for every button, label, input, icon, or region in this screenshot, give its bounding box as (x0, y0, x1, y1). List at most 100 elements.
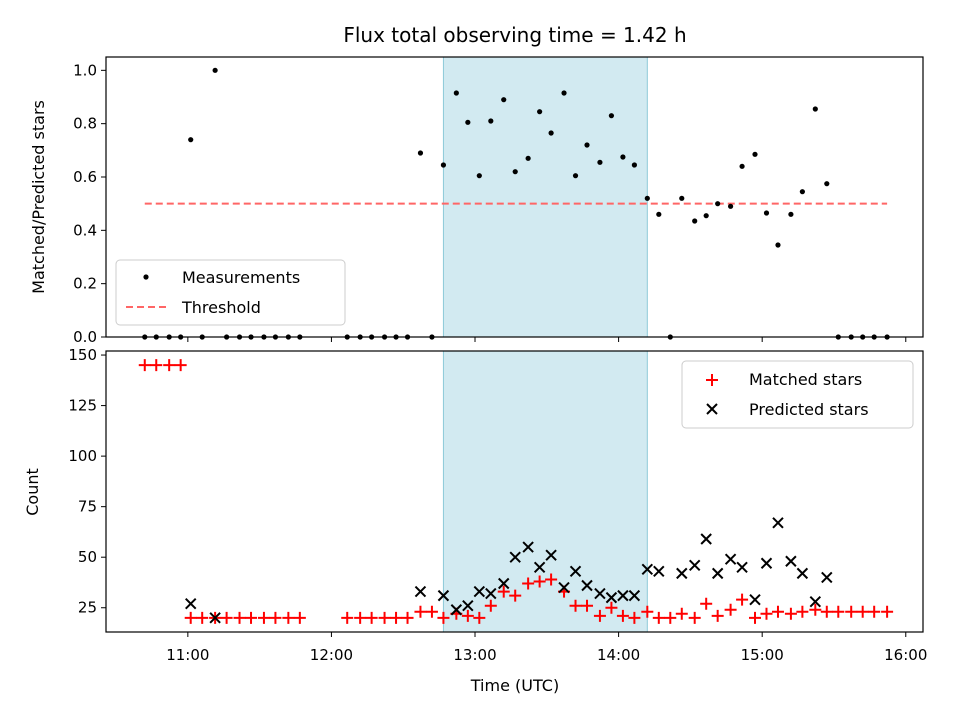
measurement-point (501, 97, 507, 103)
measurement-point (476, 173, 482, 179)
predicted-star-point (760, 557, 773, 569)
measurement-point (775, 242, 781, 248)
matched-star-point (233, 611, 246, 624)
top-y-tick-label: 0.0 (73, 328, 97, 346)
measurement-point (512, 169, 518, 175)
top-y-tick-label: 0.6 (73, 168, 97, 186)
matched-star-point (809, 603, 822, 616)
predicted-star-point (785, 555, 797, 567)
matched-star-point (593, 609, 606, 622)
x-tick-label: 15:00 (741, 646, 784, 664)
legend-matched-label: Matched stars (749, 370, 862, 389)
measurement-point (572, 173, 579, 179)
matched-star-point (269, 611, 282, 624)
predicted-star-point (209, 612, 221, 624)
matched-star-point (820, 605, 833, 618)
matched-star-point (832, 605, 845, 618)
predicted-star-point (653, 565, 665, 578)
bottom-highlight-span (442, 350, 648, 633)
matched-star-point (569, 599, 582, 612)
matched-star-point (138, 359, 151, 372)
matched-star-point (401, 611, 414, 624)
measurement-point (692, 218, 698, 224)
predicted-star-point (594, 587, 606, 600)
predicted-star-point (473, 585, 486, 598)
predicted-star-point (485, 587, 497, 600)
measurement-point (188, 137, 194, 143)
legend-measurements-label: Measurements (182, 268, 300, 287)
matched-star-point (796, 605, 809, 618)
matched-star-point (856, 605, 869, 618)
measurement-point (525, 155, 531, 161)
matched-star-point (545, 573, 558, 586)
matched-star-point (378, 611, 391, 624)
matched-stars-points (138, 359, 894, 624)
bottom-y-tick-label: 100 (68, 447, 97, 465)
top-panel: 0.0 0.2 0.4 0.6 0.8 1.0 Measurements Threshol… (73, 56, 924, 346)
measurement-point (212, 67, 218, 73)
measurement-point (679, 195, 685, 201)
predicted-star-point (462, 600, 474, 612)
predicted-star-point (796, 567, 809, 580)
predicted-star-point (628, 589, 641, 602)
measurement-point (727, 203, 734, 209)
predicted-star-point (569, 565, 582, 578)
chart-title: Flux total observing time = 1.42 h (343, 23, 686, 47)
measurement-point (752, 151, 758, 157)
measurement-point (739, 163, 745, 169)
matched-star-point (365, 611, 378, 624)
matched-star-point (282, 611, 295, 624)
matched-star-point (257, 611, 270, 624)
x-tick-label: 13:00 (453, 646, 496, 664)
matched-star-point (437, 611, 450, 624)
measurement-point (620, 154, 626, 160)
matched-star-point (675, 607, 688, 620)
top-y-tick-label: 0.8 (73, 115, 97, 133)
matched-star-point (868, 605, 881, 618)
predicted-star-point (414, 585, 427, 598)
predicted-star-point (641, 563, 654, 576)
predicted-star-point (688, 559, 701, 571)
predicted-star-point (821, 571, 833, 584)
measurement-point (788, 211, 794, 217)
measurement-point (465, 119, 471, 125)
legend-predicted-marker (706, 403, 718, 415)
matched-star-point (497, 585, 510, 598)
matched-star-point (652, 611, 665, 624)
matched-star-point (724, 603, 737, 616)
matched-star-point (484, 599, 497, 612)
legend-matched-marker (706, 374, 718, 386)
matched-star-point (700, 597, 713, 610)
predicted-star-point (676, 567, 688, 580)
measurement-point (453, 90, 459, 96)
measurement-point (548, 130, 554, 136)
predicted-star-point (437, 589, 450, 602)
measurement-point (703, 213, 709, 219)
matched-star-point (616, 609, 629, 622)
measurement-point (824, 181, 830, 187)
matched-star-point (605, 601, 618, 614)
bottom-legend: Matched stars Predicted stars (681, 360, 914, 429)
matched-star-point (163, 359, 176, 372)
x-tick-label: 11:00 (166, 646, 209, 664)
top-highlight-span (442, 56, 648, 338)
predicted-star-point (724, 553, 737, 565)
measurement-point (644, 195, 650, 201)
matched-star-point (881, 605, 894, 618)
bottom-y-tick-label: 125 (68, 397, 97, 415)
matched-star-point (749, 611, 762, 624)
matched-star-point (628, 611, 641, 624)
predicted-star-point (700, 533, 712, 545)
predicted-star-point (711, 567, 724, 580)
predicted-star-point (498, 577, 510, 590)
measurement-point (656, 211, 662, 217)
matched-star-point (390, 611, 403, 624)
bottom-y-tick-label: 25 (78, 599, 97, 617)
top-y-tick-label: 0.4 (73, 221, 97, 239)
bottom-x-ticks: 11:00 12:00 13:00 14:00 15:00 16:00 (166, 632, 927, 664)
matched-star-point (341, 611, 354, 624)
measurement-point (488, 118, 494, 124)
predicted-star-point (605, 591, 618, 604)
predicted-star-point (809, 595, 822, 608)
